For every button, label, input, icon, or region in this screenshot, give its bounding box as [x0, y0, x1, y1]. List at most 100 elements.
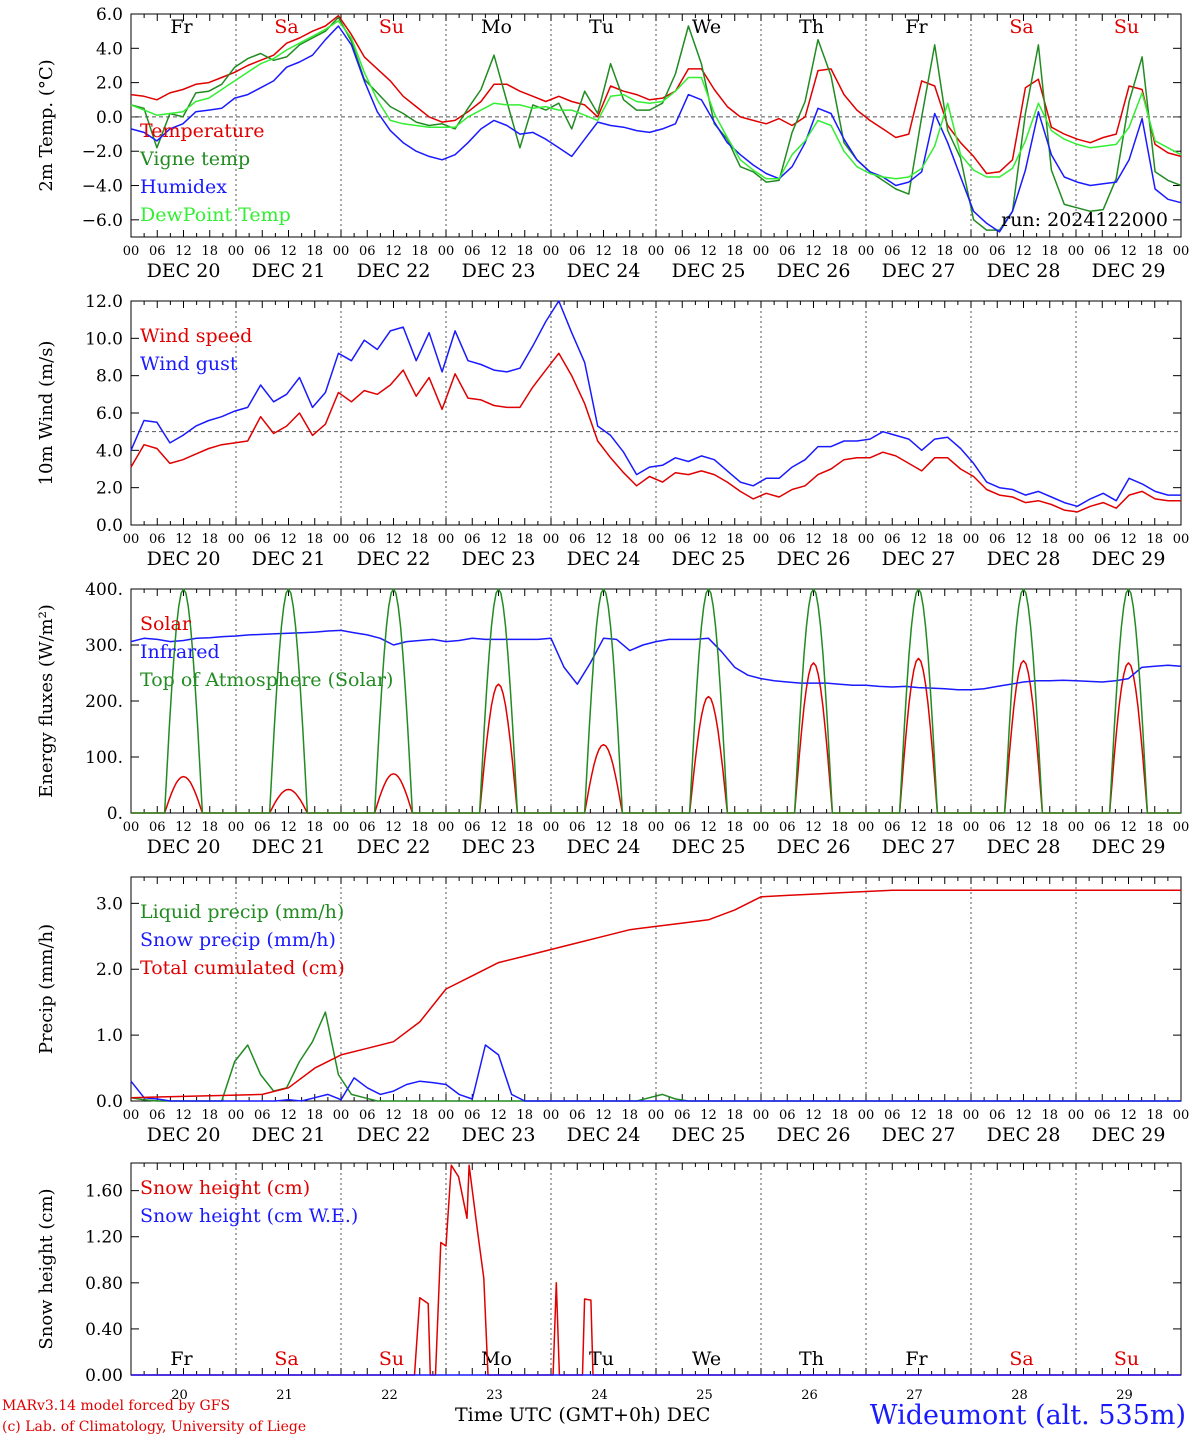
hour-tick-label: 06: [884, 244, 901, 259]
hour-tick-label: 06: [359, 244, 376, 259]
date-label: DEC 28: [987, 1124, 1061, 1146]
date-label: DEC 29: [1092, 548, 1166, 570]
hour-tick-label: 18: [201, 1108, 218, 1123]
hour-tick-label: 12: [595, 532, 612, 547]
hour-tick-label: 12: [700, 244, 717, 259]
y-tick-label: 300.: [85, 636, 123, 656]
hour-tick-label: 12: [175, 532, 192, 547]
hour-tick-label: 12: [175, 244, 192, 259]
hour-tick-label: 00: [123, 532, 140, 547]
hour-tick-label: 18: [621, 820, 638, 835]
hour-tick-label: 12: [490, 244, 507, 259]
hour-tick-label: 00: [228, 532, 245, 547]
hour-tick-label: 06: [989, 1108, 1006, 1123]
hour-tick-label: 06: [254, 532, 271, 547]
legend-entry: Temperature: [140, 120, 264, 142]
y-tick-label: 0.00: [85, 1366, 123, 1386]
hour-tick-label: 06: [779, 820, 796, 835]
hour-tick-label: 00: [963, 532, 980, 547]
hour-tick-label: 06: [359, 1108, 376, 1123]
date-label: DEC 26: [777, 836, 851, 858]
hour-tick-label: 06: [149, 244, 166, 259]
y-axis-label: 10m Wind (m/s): [36, 341, 57, 486]
hour-tick-label: 18: [201, 532, 218, 547]
hour-tick-label: 18: [1146, 1108, 1163, 1123]
hour-tick-label: 18: [726, 244, 743, 259]
hour-tick-label: 00: [228, 1108, 245, 1123]
legend-entry: Top of Atmosphere (Solar): [140, 669, 393, 691]
hour-tick-label: 00: [858, 532, 875, 547]
hour-tick-label: 06: [1094, 244, 1111, 259]
hour-tick-label: 12: [1120, 244, 1137, 259]
hour-tick-label: 00: [543, 820, 560, 835]
date-label: DEC 26: [777, 1124, 851, 1146]
y-tick-label: 3.0: [96, 894, 123, 914]
y-tick-label: −4.0: [82, 177, 123, 197]
y-axis-label: Precip (mm/h): [36, 924, 57, 1054]
y-tick-label: 12.0: [85, 292, 123, 312]
weekday-label: Su: [379, 1348, 404, 1370]
date-label: DEC 20: [147, 836, 221, 858]
hour-tick-label: 00: [333, 532, 350, 547]
y-tick-label: 6.0: [96, 404, 123, 424]
hour-tick-label: 12: [910, 1108, 927, 1123]
hour-tick-label: 00: [753, 820, 770, 835]
legend-entry: DewPoint Temp: [140, 204, 291, 226]
weekday-label: Su: [379, 16, 404, 38]
hour-tick-label: 06: [779, 244, 796, 259]
hour-tick-label: 00: [1173, 1108, 1190, 1123]
legend-entry: Vigne temp: [139, 148, 250, 170]
y-tick-label: 0.: [107, 804, 123, 824]
weekday-label: Su: [1114, 1348, 1139, 1370]
hour-tick-label: 18: [1146, 532, 1163, 547]
y-tick-label: 1.0: [96, 1026, 123, 1046]
legend-entry: Humidex: [140, 176, 227, 198]
hour-tick-label: 00: [648, 244, 665, 259]
hour-tick-label: 18: [936, 1108, 953, 1123]
y-tick-label: 1.20: [85, 1228, 123, 1248]
hour-tick-label: 06: [464, 244, 481, 259]
legend-entry: Snow height (cm W.E.): [140, 1205, 358, 1227]
y-tick-label: 0.80: [85, 1274, 123, 1294]
hour-tick-label: 12: [175, 1108, 192, 1123]
hour-tick-label: 06: [254, 244, 271, 259]
hour-tick-label: 18: [411, 244, 428, 259]
hour-tick-label: 12: [280, 820, 297, 835]
hour-tick-label: 00: [123, 1108, 140, 1123]
y-tick-label: 1.60: [85, 1182, 123, 1202]
hour-tick-label: 12: [700, 1108, 717, 1123]
hour-tick-label: 18: [201, 244, 218, 259]
hour-tick-label: 00: [438, 820, 455, 835]
date-label: DEC 23: [462, 1124, 536, 1146]
hour-tick-label: 18: [516, 532, 533, 547]
hour-tick-label: 00: [753, 244, 770, 259]
hour-tick-label: 00: [1173, 244, 1190, 259]
legend-entry: Wind speed: [140, 325, 252, 347]
hour-tick-label: 00: [1068, 244, 1085, 259]
y-axis-label: Snow height (cm): [36, 1188, 57, 1349]
date-label: DEC 22: [357, 548, 431, 570]
hour-tick-label: 18: [621, 1108, 638, 1123]
y-tick-label: 0.40: [85, 1320, 123, 1340]
hour-tick-label: 12: [910, 244, 927, 259]
series-line-temperature: [130, 14, 1182, 175]
weekday-label: Fr: [170, 16, 193, 38]
weekday-label: We: [692, 1348, 721, 1370]
date-label: DEC 20: [147, 548, 221, 570]
date-label: DEC 21: [252, 1124, 326, 1146]
y-tick-label: 4.0: [96, 39, 123, 59]
date-label: DEC 27: [882, 548, 956, 570]
date-label: DEC 24: [567, 836, 641, 858]
hour-tick-label: 06: [989, 820, 1006, 835]
hour-tick-label: 06: [149, 1108, 166, 1123]
date-label: DEC 25: [672, 836, 746, 858]
y-tick-label: 200.: [85, 692, 123, 712]
weekday-label: Sa: [1009, 1348, 1033, 1370]
hour-tick-label: 06: [989, 532, 1006, 547]
legend-entry: Snow height (cm): [140, 1177, 310, 1199]
date-label: DEC 24: [567, 548, 641, 570]
date-label: DEC 28: [987, 548, 1061, 570]
hour-tick-label: 12: [385, 1108, 402, 1123]
hour-tick-label: 18: [411, 820, 428, 835]
series-line-wind-gust: [130, 300, 1181, 508]
